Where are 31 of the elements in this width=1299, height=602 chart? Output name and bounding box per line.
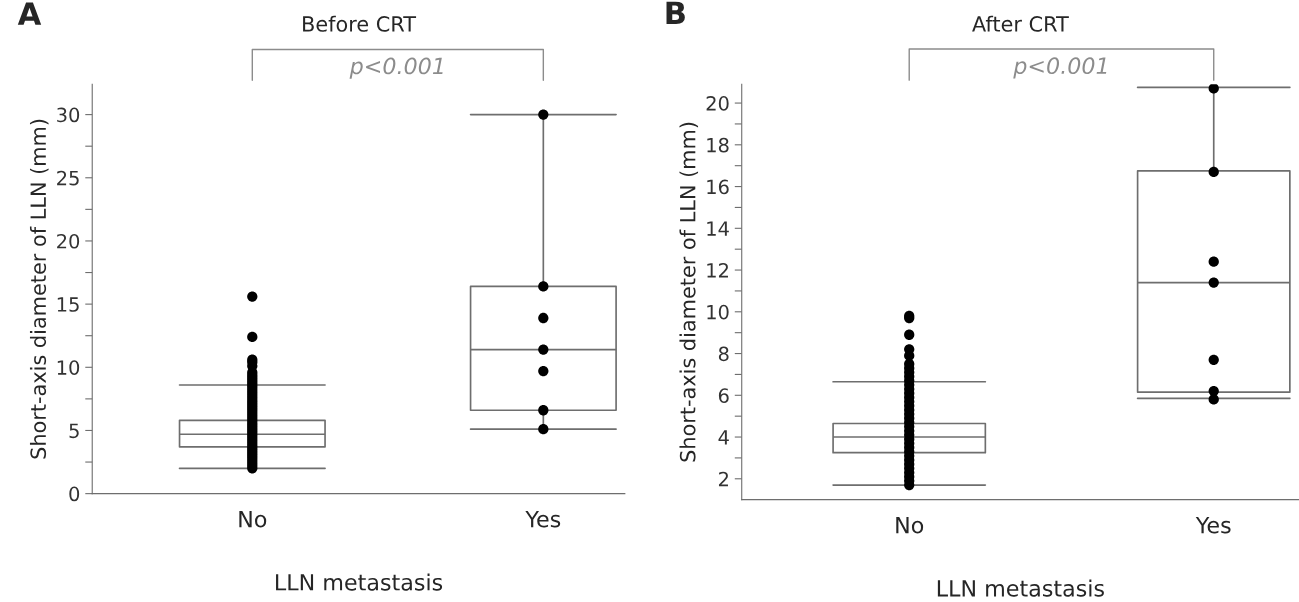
y-tick-label: 6	[718, 388, 729, 403]
y-tick-label: 18	[707, 137, 729, 153]
y-tick-label: 8	[718, 346, 729, 362]
y-tick-label: 5	[69, 423, 79, 439]
y-tick-label: 20	[706, 96, 729, 111]
text: p<0.001	[349, 57, 443, 79]
y-axis-title: Short-axis diameter of LLN (mm)	[29, 119, 49, 459]
y-tick-label: 2	[718, 471, 728, 487]
y-tick-label: 15	[57, 297, 79, 312]
y-tick-label: 0	[69, 486, 80, 502]
y-tick-label: 4	[718, 430, 729, 445]
text: B	[666, 1, 685, 24]
y-tick-label: 20	[57, 233, 80, 249]
y-tick-label: 12	[707, 263, 728, 278]
y-tick-label: 10	[707, 304, 729, 320]
text: p<0.001	[1013, 57, 1107, 79]
y-tick-label: 14	[707, 221, 729, 236]
x-tick-label: Yes	[1195, 517, 1231, 534]
y-tick-label: 30	[57, 107, 80, 123]
x-tick-label: No	[896, 517, 924, 534]
chart-title: After CRT	[972, 15, 1069, 32]
y-tick-label: 25	[57, 170, 79, 186]
x-axis-title: LLN metastasis	[937, 579, 1104, 597]
y-tick-label: 10	[57, 360, 80, 375]
text: A	[17, 2, 42, 25]
chart-title: Before CRT	[303, 15, 417, 32]
y-axis-title: Short-axis diameter of LLN (mm)	[679, 122, 699, 462]
x-tick-label: No	[239, 510, 267, 528]
x-tick-label: Yes	[525, 510, 561, 528]
y-tick-label: 16	[707, 179, 729, 195]
x-axis-title: LLN metastasis	[276, 573, 443, 591]
